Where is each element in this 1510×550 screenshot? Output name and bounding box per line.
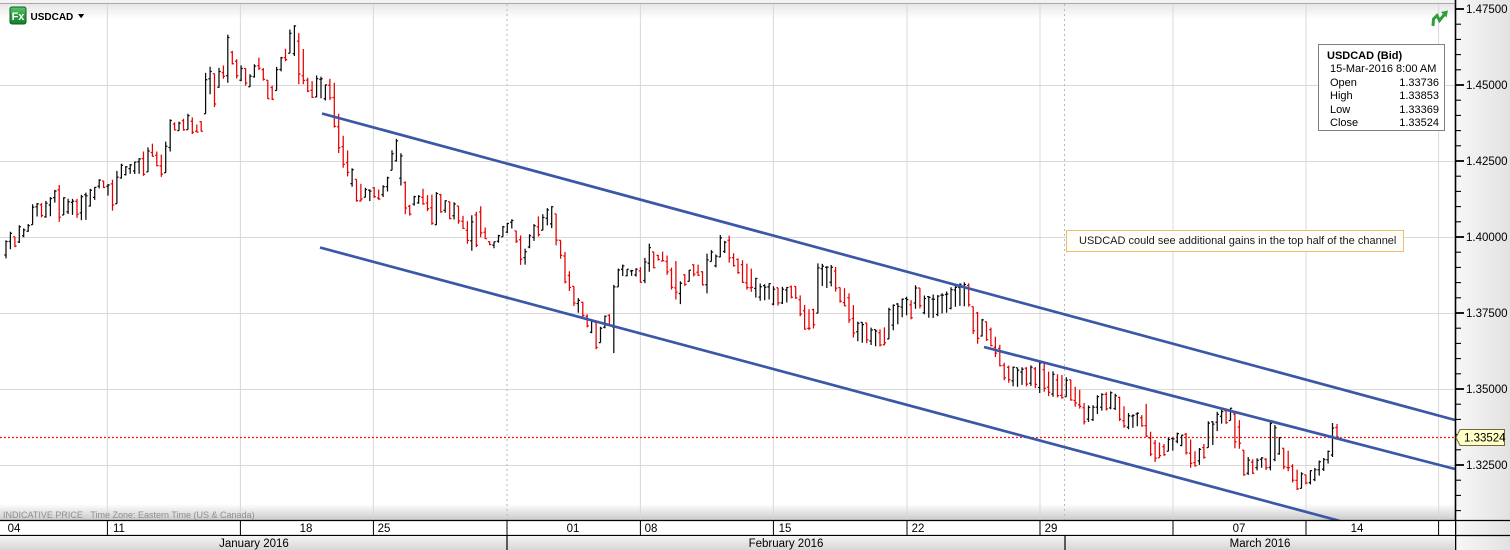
svg-text:USDCAD: USDCAD <box>31 12 74 23</box>
svg-text:14: 14 <box>1351 523 1364 535</box>
svg-text:February 2016: February 2016 <box>749 538 824 550</box>
svg-text:18: 18 <box>300 523 313 535</box>
svg-text:March 2016: March 2016 <box>1230 538 1291 550</box>
svg-text:04: 04 <box>8 523 21 535</box>
svg-text:29: 29 <box>1045 523 1058 535</box>
svg-text:08: 08 <box>645 523 658 535</box>
svg-text:January 2016: January 2016 <box>219 538 289 550</box>
svg-text:1.47500: 1.47500 <box>1466 4 1508 16</box>
svg-text:11: 11 <box>113 523 125 535</box>
svg-text:1.37500: 1.37500 <box>1466 308 1508 320</box>
svg-text:1.45000: 1.45000 <box>1466 80 1508 92</box>
svg-text:01: 01 <box>567 523 580 535</box>
svg-text:07: 07 <box>1233 523 1246 535</box>
svg-text:1.40000: 1.40000 <box>1466 232 1508 244</box>
svg-text:1.42500: 1.42500 <box>1466 156 1508 168</box>
svg-text:25: 25 <box>378 523 391 535</box>
svg-text:1.32500: 1.32500 <box>1466 460 1508 472</box>
svg-text:Fx: Fx <box>12 11 26 23</box>
svg-text:INDICATIVE PRICE Time Zone:: INDICATIVE PRICE Time Zone: Eastern Time… <box>3 510 255 520</box>
svg-text:1.33524: 1.33524 <box>1464 433 1506 445</box>
svg-text:15: 15 <box>779 523 792 535</box>
svg-text:1.35000: 1.35000 <box>1466 384 1508 396</box>
svg-text:22: 22 <box>912 523 925 535</box>
